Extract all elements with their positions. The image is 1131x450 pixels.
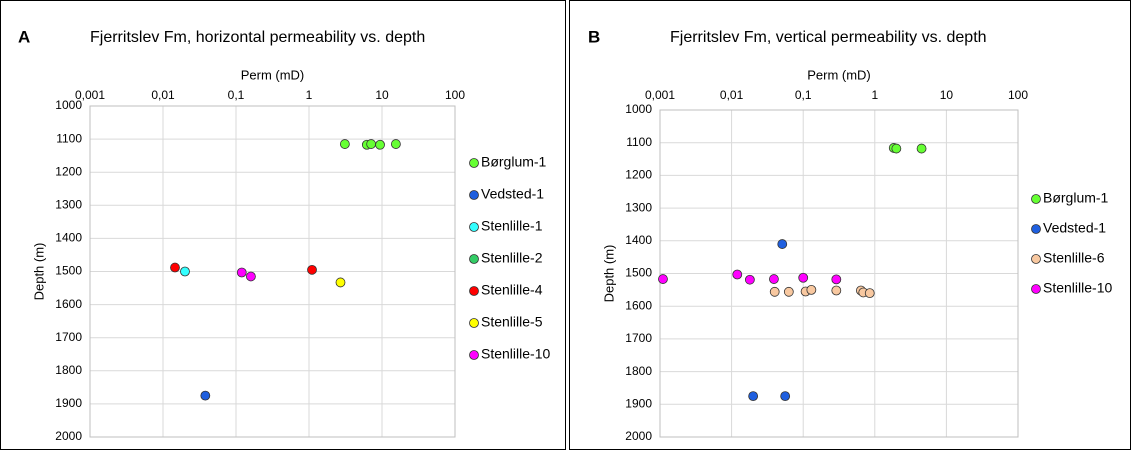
- legend-label: Stenlille-5: [481, 314, 543, 330]
- legend-marker: [1031, 224, 1041, 234]
- legend-label: Vedsted-1: [481, 186, 544, 202]
- y-tick-label: 1000: [55, 98, 82, 112]
- data-point: [783, 286, 794, 297]
- y-tick-label: 1700: [55, 330, 82, 344]
- data-point: [236, 267, 247, 278]
- legend-label: Børglum-1: [481, 154, 547, 170]
- data-point: [200, 390, 211, 401]
- y-tick-label: 1900: [625, 396, 652, 410]
- chart-title: Fjerritslev Fm, horizontal permeability …: [90, 29, 425, 46]
- y-tick-label: 1400: [625, 233, 652, 247]
- y-tick-label: 1600: [625, 298, 652, 312]
- data-point: [744, 274, 755, 285]
- legend-label: Vedsted-1: [1043, 220, 1106, 236]
- y-tick-label: 1500: [625, 266, 652, 280]
- data-point: [831, 285, 842, 296]
- data-point: [658, 274, 668, 284]
- y-tick-label: 1100: [56, 131, 82, 145]
- legend-label: Stenlille-10: [1043, 280, 1112, 296]
- x-tick-label: 10: [940, 88, 954, 102]
- legend-marker: [1031, 284, 1041, 294]
- legend-label: Stenlille-2: [481, 250, 543, 266]
- legend-marker: [469, 318, 479, 328]
- legend-label: Stenlille-4: [481, 282, 543, 298]
- legend-marker: [1031, 194, 1041, 204]
- data-point: [777, 239, 788, 249]
- x-tick-label: 100: [1008, 88, 1028, 102]
- y-tick-label: 1300: [55, 197, 82, 211]
- data-point: [170, 262, 180, 273]
- y-tick-label: 1400: [55, 231, 82, 245]
- x-tick-label: 0,01: [151, 88, 175, 102]
- data-point: [831, 274, 842, 285]
- legend-marker: [469, 350, 479, 360]
- x-axis-title: Perm (mD): [241, 67, 305, 82]
- x-tick-label: 0,001: [645, 88, 675, 102]
- x-tick-label: 10: [375, 88, 389, 102]
- data-point: [769, 274, 779, 284]
- x-axis-title: Perm (mD): [807, 67, 871, 82]
- y-tick-label: 1900: [55, 396, 82, 410]
- x-tick-label: 100: [445, 88, 465, 102]
- panel-label: A: [18, 27, 30, 46]
- legend-label: Stenlille-6: [1043, 250, 1105, 266]
- plot-frame: [659, 109, 1019, 438]
- data-point: [180, 266, 190, 277]
- legend-marker: [1031, 254, 1041, 264]
- legend-marker: [469, 254, 479, 264]
- y-axis-title: Depth (m): [601, 245, 616, 303]
- data-point: [390, 139, 401, 149]
- chart-title: Fjerritslev Fm, vertical permeability vs…: [670, 29, 987, 46]
- x-tick-label: 1: [871, 88, 878, 102]
- data-point: [335, 277, 346, 288]
- x-tick-label: 0,001: [75, 88, 105, 102]
- y-tick-label: 2000: [55, 429, 82, 443]
- data-point: [891, 143, 902, 154]
- plot-frame: [89, 105, 456, 438]
- legend-label: Stenlille-10: [481, 346, 550, 362]
- y-tick-label: 1700: [625, 331, 652, 345]
- y-tick-label: 1500: [55, 264, 82, 278]
- x-tick-label: 0,01: [720, 88, 744, 102]
- panel-label: B: [588, 27, 600, 46]
- legend-marker: [469, 190, 479, 200]
- legend-marker: [469, 286, 479, 296]
- data-point: [732, 269, 743, 280]
- y-tick-label: 1000: [625, 102, 652, 116]
- legend-marker: [469, 222, 479, 232]
- y-tick-label: 1600: [55, 297, 82, 311]
- data-point: [780, 391, 791, 402]
- data-point: [806, 284, 817, 295]
- y-tick-label: 1800: [55, 363, 82, 377]
- legend-marker: [469, 158, 479, 168]
- data-point: [339, 139, 350, 149]
- y-tick-label: 1200: [625, 168, 652, 182]
- y-tick-label: 1300: [625, 200, 652, 214]
- data-point: [307, 264, 317, 275]
- y-tick-label: 1100: [626, 135, 652, 149]
- data-point: [864, 288, 875, 299]
- data-point: [748, 391, 759, 402]
- y-tick-label: 1800: [625, 364, 652, 378]
- data-point: [366, 139, 377, 149]
- data-point: [769, 286, 780, 297]
- legend-label: Børglum-1: [1043, 190, 1109, 206]
- data-point: [246, 271, 256, 282]
- y-tick-label: 2000: [625, 429, 652, 443]
- x-tick-label: 1: [306, 88, 313, 102]
- data-point: [798, 272, 809, 283]
- legend-label: Stenlille-1: [481, 218, 543, 234]
- x-tick-label: 0,1: [795, 88, 812, 102]
- y-tick-label: 1200: [55, 164, 82, 178]
- data-point: [916, 143, 927, 154]
- y-axis-title: Depth (m): [31, 243, 46, 301]
- x-tick-label: 0,1: [228, 88, 245, 102]
- data-point: [375, 139, 385, 150]
